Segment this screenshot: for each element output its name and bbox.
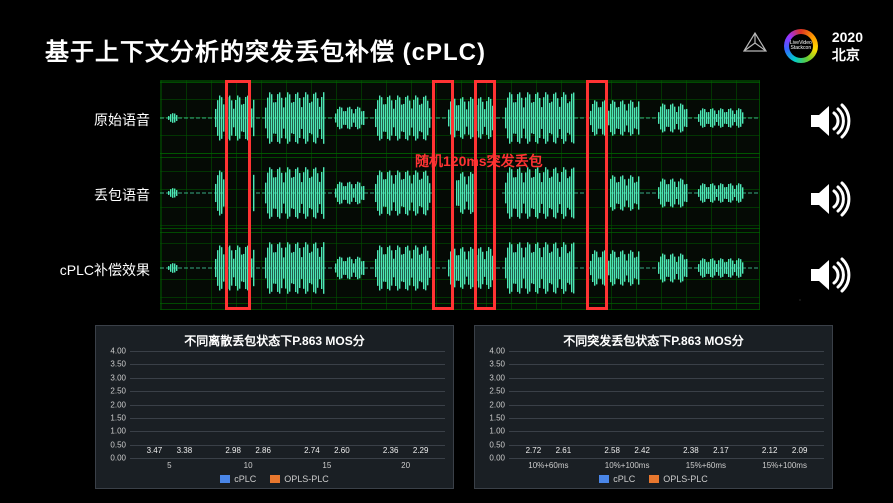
bar-groups: 3.473.3852.982.86102.742.60152.362.2920 [130,351,445,458]
bar-groups: 2.722.6110%+60ms2.582.4210%+100ms2.382.1… [509,351,824,458]
header-right: LiveVideo Stackcon 2020 北京 [740,28,863,64]
legend-swatch [649,475,659,483]
y-tick-label: 4.00 [483,347,505,356]
bar-value: 2.17 [713,446,729,455]
gridline [509,458,824,459]
bar-value: 2.61 [556,446,572,455]
bar-value: 3.47 [147,446,163,455]
y-tick-label: 3.00 [483,373,505,382]
bar-value: 2.74 [304,446,320,455]
bar-value: 2.60 [334,446,350,455]
row-label: 原始语音 [50,110,150,130]
chart-title: 不同突发丢包状态下P.863 MOS分 [483,332,824,349]
bar-value: 2.58 [604,446,620,455]
y-tick-label: 0.50 [483,440,505,449]
y-tick-label: 0.50 [104,440,126,449]
legend-swatch [599,475,609,483]
loss-caption: 随机120ms突发丢包 [415,151,543,171]
year-text: 2020 [832,28,863,46]
chart-burst-loss: 不同突发丢包状态下P.863 MOS分 0.000.501.001.502.00… [474,325,833,489]
x-tick-label: 10%+100ms [588,461,667,470]
bar-value: 3.38 [177,446,193,455]
chart-legend: cPLC OPLS-PLC [104,474,445,484]
row-label: 丢包语音 [50,185,150,205]
y-tick-label: 1.00 [104,427,126,436]
x-tick-label: 15 [288,461,367,470]
y-tick-label: 1.50 [104,413,126,422]
y-tick-label: 3.50 [483,360,505,369]
bar-value: 2.72 [526,446,542,455]
charts-row: 不同离散丢包状态下P.863 MOS分 0.000.501.001.502.00… [95,325,833,489]
legend-label: cPLC [234,474,256,484]
x-tick-label: 5 [130,461,209,470]
chart-legend: cPLC OPLS-PLC [483,474,824,484]
page-title: 基于上下文分析的突发丢包补偿 (cPLC) [45,32,486,67]
speaker-icon[interactable] [803,250,853,300]
row-label: cPLC补偿效果 [50,260,150,280]
legend-label: OPLS-PLC [663,474,708,484]
bar-value: 2.98 [225,446,241,455]
y-tick-label: 2.50 [104,387,126,396]
y-tick-label: 4.00 [104,347,126,356]
x-tick-label: 10%+60ms [509,461,588,470]
bar-value: 2.12 [762,446,778,455]
bar-value: 2.38 [683,446,699,455]
waveform-track [160,82,760,154]
y-tick-label: 2.50 [483,387,505,396]
x-tick-label: 15%+60ms [667,461,746,470]
bar-value: 2.86 [255,446,271,455]
legend-label: OPLS-PLC [284,474,329,484]
legend-item: cPLC [599,474,635,484]
bar-value: 2.29 [413,446,429,455]
chart-title: 不同离散丢包状态下P.863 MOS分 [104,332,445,349]
y-tick-label: 2.00 [483,400,505,409]
speaker-icon[interactable] [803,96,853,146]
year-location: 2020 北京 [832,28,863,64]
y-tick-label: 2.00 [104,400,126,409]
legend-item: OPLS-PLC [270,474,329,484]
chart-discrete-loss: 不同离散丢包状态下P.863 MOS分 0.000.501.001.502.00… [95,325,454,489]
legend-swatch [220,475,230,483]
y-tick-label: 1.00 [483,427,505,436]
x-tick-label: 15%+100ms [745,461,824,470]
gridline [130,458,445,459]
chart-plot: 0.000.501.001.502.002.503.003.504.002.72… [509,351,824,458]
prism-icon [740,29,770,64]
chart-plot: 0.000.501.001.502.002.503.003.504.003.47… [130,351,445,458]
legend-swatch [270,475,280,483]
speaker-icon[interactable] [803,174,853,224]
legend-label: cPLC [613,474,635,484]
x-tick-label: 20 [366,461,445,470]
legend-item: OPLS-PLC [649,474,708,484]
y-tick-label: 1.50 [483,413,505,422]
logo-text: LiveVideo Stackcon [789,34,813,58]
y-tick-label: 3.00 [104,373,126,382]
y-tick-label: 0.00 [483,454,505,463]
conference-logo: LiveVideo Stackcon [784,29,818,63]
bar-value: 2.42 [634,446,650,455]
y-tick-label: 3.50 [104,360,126,369]
waveform-track [160,232,760,304]
x-tick-label: 10 [209,461,288,470]
y-tick-label: 0.00 [104,454,126,463]
city-text: 北京 [832,46,863,64]
bar-value: 2.36 [383,446,399,455]
legend-item: cPLC [220,474,256,484]
bar-value: 2.09 [792,446,808,455]
